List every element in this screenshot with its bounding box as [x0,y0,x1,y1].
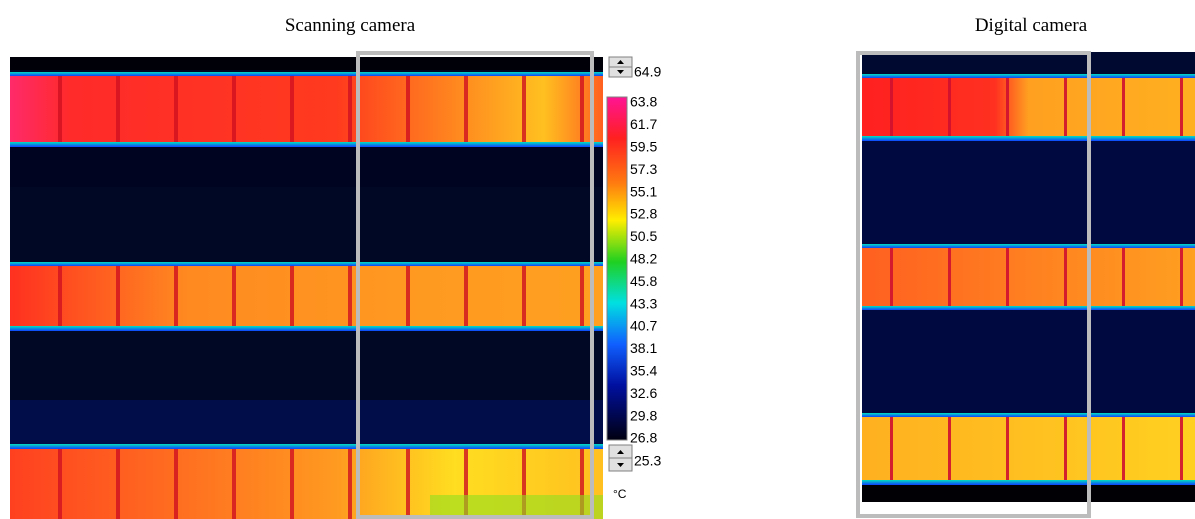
scanning-thermal-image [10,57,603,519]
figure: Scanning camera Digital camera 64.9 25.3… [0,0,1195,519]
scale-unit: °C [613,487,627,501]
scale-label: 55.1 [630,183,657,199]
scale-min: 25.3 [634,453,661,469]
scale-label: 38.1 [630,340,657,356]
scale-max: 64.9 [634,64,661,80]
scale-label: 59.5 [630,139,657,155]
scale-label: 32.6 [630,385,657,401]
scale-label: 57.3 [630,161,657,177]
scale-label: 61.7 [630,116,657,132]
color-scale: 64.9 25.3 °C 63.8 61.7 59.5 57.3 55.1 52.8 50.… [607,57,661,501]
scale-label: 63.8 [630,94,657,110]
scale-label: 48.2 [630,251,657,267]
scale-label: 29.8 [630,407,657,423]
scale-label: 43.3 [630,295,657,311]
scale-label: 26.8 [630,430,657,446]
scale-labels: 63.8 61.7 59.5 57.3 55.1 52.8 50.5 48.2 45.8 43.3… [630,94,657,446]
right-title: Digital camera [975,15,1088,36]
digital-thermal-image [862,52,1195,502]
page: Scanning camera Digital camera 64.9 25.3… [0,0,1195,519]
scale-label: 50.5 [630,228,657,244]
scale-label: 52.8 [630,206,657,222]
scale-label: 40.7 [630,318,657,334]
left-title: Scanning camera [285,15,416,36]
scale-label: 35.4 [630,363,657,379]
scale-label: 45.8 [630,273,657,289]
